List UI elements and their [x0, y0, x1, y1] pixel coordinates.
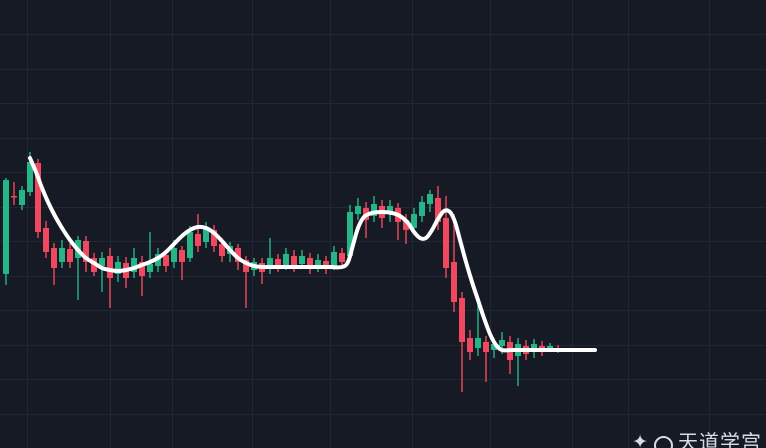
candle-body	[203, 228, 209, 242]
candle-body	[35, 163, 41, 232]
candle-body	[267, 258, 273, 268]
candle-body	[179, 250, 185, 262]
candlestick	[419, 196, 425, 222]
candlestick	[451, 214, 457, 312]
candle-body	[491, 344, 497, 350]
candle-body	[67, 249, 73, 262]
candle-body	[435, 198, 441, 222]
candlestick	[467, 330, 473, 360]
candle-body	[499, 340, 505, 346]
candle-body	[3, 180, 9, 274]
candle-body	[139, 262, 145, 276]
candle-body	[99, 258, 105, 266]
candle-body	[355, 206, 361, 214]
candle-body	[475, 338, 481, 348]
candlestick	[59, 240, 65, 268]
candlestick	[19, 186, 25, 210]
candle-body	[371, 204, 377, 216]
candle-body	[275, 259, 281, 268]
candle-body	[411, 214, 417, 228]
candle-body	[459, 298, 465, 342]
candle-body	[307, 258, 313, 268]
candlestick	[339, 248, 345, 268]
candle-body	[107, 256, 113, 278]
candle-body	[347, 212, 353, 256]
candle-body	[19, 190, 25, 205]
candle-body	[419, 202, 425, 216]
candle-body	[43, 228, 49, 252]
candlestick	[211, 225, 217, 252]
candle-body	[235, 248, 241, 262]
candle-body	[467, 338, 473, 352]
candle-body	[483, 342, 489, 352]
candle-body	[147, 264, 153, 272]
candlestick	[131, 248, 137, 278]
candle-body	[387, 206, 393, 214]
candle-body	[131, 258, 137, 272]
candle-body	[323, 261, 329, 268]
candle-body	[443, 218, 449, 268]
candle-body	[331, 252, 337, 266]
candlestick	[355, 198, 361, 220]
moving-average-line	[28, 156, 597, 353]
candlestick	[51, 243, 57, 285]
candle-body	[83, 241, 89, 262]
candle-body	[163, 255, 169, 266]
candle-body	[427, 194, 433, 204]
candlestick	[3, 178, 9, 285]
candle-body	[195, 234, 201, 246]
candle-body	[187, 232, 193, 258]
candlestick	[195, 214, 201, 252]
candle-body	[211, 230, 217, 246]
candlestick	[11, 182, 17, 205]
candle-body	[299, 256, 305, 264]
candle-body	[243, 260, 249, 272]
candle-body	[403, 220, 409, 230]
candle-body	[115, 262, 121, 274]
candlestick	[147, 232, 153, 278]
candlestick	[107, 248, 113, 308]
candle-body	[451, 262, 457, 302]
candle-body	[339, 253, 345, 262]
candlestick	[459, 292, 465, 392]
candle-body	[171, 248, 177, 262]
candlestick	[475, 298, 481, 356]
candle-body	[59, 248, 65, 262]
candle-body	[315, 260, 321, 266]
candlestick	[427, 190, 433, 212]
candlestick	[139, 256, 145, 296]
candle-body	[27, 162, 33, 192]
candlestick	[99, 252, 105, 292]
candle-body	[51, 248, 57, 268]
candle-body	[219, 244, 225, 256]
candlestick	[483, 336, 489, 382]
candle-body	[283, 254, 289, 266]
candle-body	[11, 196, 17, 198]
candle-body	[291, 256, 297, 266]
candlestick	[67, 243, 73, 268]
candlestick	[307, 253, 313, 274]
candlestick	[371, 196, 377, 222]
candlestick	[43, 221, 49, 258]
candlestick	[179, 246, 185, 280]
candlestick	[83, 236, 89, 272]
